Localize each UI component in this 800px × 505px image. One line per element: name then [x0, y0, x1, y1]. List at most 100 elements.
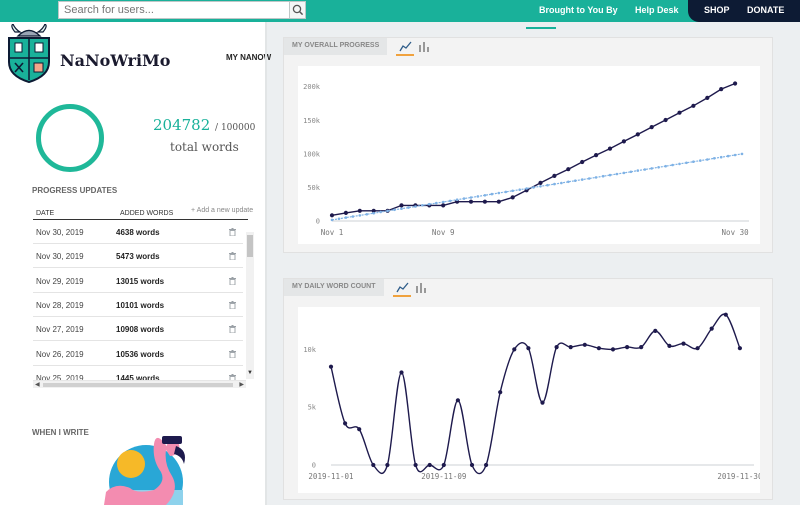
scroll-down-arrow[interactable]: ▼	[247, 370, 253, 376]
data-point	[629, 170, 633, 174]
data-point	[657, 166, 660, 169]
data-point	[371, 462, 376, 468]
series-line	[330, 313, 741, 475]
search-input[interactable]	[59, 2, 288, 18]
data-point	[337, 217, 341, 221]
brand-name[interactable]: NaNoWriMo	[60, 51, 171, 70]
data-point	[574, 179, 577, 182]
scroll-right-arrow[interactable]: ▶	[239, 382, 244, 388]
data-point	[414, 205, 417, 208]
data-point	[667, 343, 672, 348]
overall-progress-chart: 0 50k 100k 150k 200k Nov 1 Nov 9 Nov 30	[303, 81, 749, 237]
data-point	[582, 342, 587, 347]
data-point	[538, 180, 543, 185]
my-nanowrimo-tab[interactable]: MY NANOW	[226, 53, 272, 62]
progress-updates-table: DATE ADDED WORDS Nov 30, 2019 4638 words N…	[33, 208, 248, 381]
data-point	[385, 462, 390, 468]
trash-icon[interactable]	[229, 373, 236, 381]
data-point	[587, 177, 591, 180]
data-point	[608, 173, 612, 177]
update-date: Nov 27, 2019	[36, 325, 84, 335]
data-point	[328, 364, 334, 369]
data-point	[546, 183, 549, 187]
data-point	[554, 345, 559, 350]
line-chart-icon[interactable]	[396, 282, 409, 293]
line-chart-icon[interactable]	[399, 41, 412, 52]
data-point	[421, 204, 424, 207]
column-header-added-words: ADDED WORDS	[120, 210, 174, 217]
data-point	[462, 197, 466, 200]
brought-to-you-by-link[interactable]: Brought to You By	[539, 5, 618, 15]
data-point	[399, 370, 404, 375]
progress-updates-heading: PROGRESS UPDATES	[32, 186, 118, 195]
word-goal: / 100000	[215, 123, 256, 133]
data-point	[482, 199, 487, 204]
data-point	[484, 462, 489, 468]
data-point	[650, 167, 653, 170]
active-nav-indicator	[526, 27, 556, 29]
horizontal-scrollbar[interactable]: ◀ ▶	[33, 380, 246, 388]
data-point	[351, 215, 355, 218]
add-new-update-link[interactable]: + Add a new update	[191, 207, 254, 214]
daily-word-count-panel: MY DAILY WORD COUNT 0 5k 10k 2019-11-01 2019…	[283, 278, 773, 500]
data-point	[483, 194, 487, 197]
trash-icon[interactable]	[229, 252, 236, 261]
data-point	[365, 213, 369, 216]
y-tick-label: 0	[316, 218, 320, 226]
daily-word-count-tab[interactable]: MY DAILY WORD COUNT	[284, 279, 384, 296]
data-point	[525, 187, 528, 190]
data-point	[504, 190, 508, 194]
search-icon	[292, 4, 304, 16]
data-point	[719, 155, 723, 159]
data-point	[594, 176, 598, 179]
bar-chart-icon[interactable]	[415, 282, 427, 293]
update-added-words: 5473 words	[116, 252, 160, 262]
data-point	[511, 189, 514, 193]
data-point	[526, 346, 531, 351]
horizontal-scrollbar-thumb[interactable]	[43, 383, 233, 387]
viking-logo-icon[interactable]	[6, 24, 52, 84]
search-button[interactable]	[289, 2, 305, 18]
data-point	[469, 196, 473, 199]
data-point	[636, 169, 640, 172]
scroll-left-arrow[interactable]: ◀	[35, 382, 40, 388]
trash-icon[interactable]	[229, 228, 236, 236]
update-date: Nov 26, 2019	[36, 349, 84, 359]
active-chart-type-indicator	[396, 54, 414, 56]
y-tick-label: 10k	[303, 346, 316, 354]
data-point	[393, 208, 396, 212]
trash-icon[interactable]	[229, 276, 236, 285]
trash-icon[interactable]	[229, 349, 236, 358]
x-tick-label: Nov 9	[432, 228, 455, 237]
data-point	[567, 180, 570, 184]
data-point	[622, 171, 626, 175]
scrollbar-thumb[interactable]	[247, 235, 253, 257]
bar-chart-icon[interactable]	[418, 41, 430, 52]
help-desk-link[interactable]: Help Desk	[635, 5, 679, 15]
data-point	[691, 103, 696, 108]
daily-word-count-plot-area: 0 5k 10k 2019-11-01 2019-11-09 2019-11-30	[298, 307, 763, 493]
data-point	[532, 186, 535, 189]
data-point	[407, 206, 410, 209]
y-tick-label: 50k	[307, 184, 320, 192]
user-search-box	[58, 1, 306, 19]
update-added-words: 10101 words	[116, 300, 165, 310]
trash-icon[interactable]	[229, 325, 236, 334]
trash-icon[interactable]	[229, 300, 236, 309]
data-point	[615, 172, 619, 176]
shop-link[interactable]: SHOP	[704, 5, 730, 15]
data-point	[372, 211, 375, 215]
y-tick-label: 100k	[303, 150, 321, 158]
overall-progress-tab[interactable]: MY OVERALL PROGRESS	[284, 38, 388, 55]
donate-link[interactable]: DONATE	[747, 5, 785, 15]
update-added-words: 4638 words	[116, 228, 160, 237]
data-point	[733, 81, 738, 86]
data-point	[496, 199, 501, 204]
data-point	[699, 159, 702, 162]
data-point	[358, 214, 362, 217]
vertical-scrollbar[interactable]	[246, 232, 254, 379]
data-point	[726, 154, 730, 158]
data-point	[512, 347, 517, 352]
data-point	[371, 208, 376, 213]
